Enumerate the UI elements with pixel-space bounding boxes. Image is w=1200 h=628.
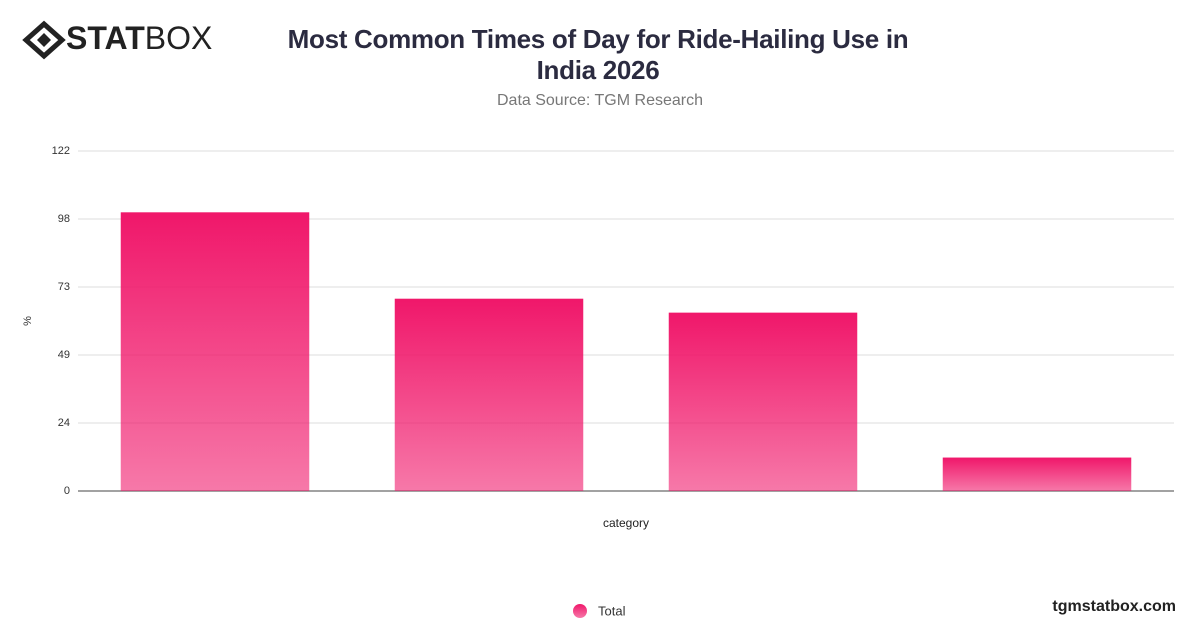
bar <box>394 298 584 491</box>
bar <box>120 212 310 492</box>
logo-icon <box>37 33 51 47</box>
y-tick-label: 49 <box>58 349 70 361</box>
y-axis-label: % <box>22 316 34 326</box>
logo-light: BOX <box>145 20 213 56</box>
chart-title: Most Common Times of Day for Ride-Hailin… <box>287 24 909 85</box>
legend-label: Total <box>598 603 626 618</box>
chart-subtitle: Data Source: TGM Research <box>496 92 703 109</box>
logo: STATBOX <box>22 20 212 60</box>
bar <box>942 457 1132 491</box>
y-tick-label: 0 <box>64 485 70 497</box>
y-tick-label: 98 <box>58 213 70 225</box>
y-tick-label: 122 <box>52 145 70 157</box>
logo-bold: STAT <box>66 20 145 56</box>
x-axis-label: category <box>603 516 649 530</box>
y-tick-label: 73 <box>58 281 70 293</box>
logo-text: STATBOX <box>66 20 212 56</box>
footer: tgmstatbox.com <box>1052 598 1176 615</box>
logo-icon <box>22 20 66 60</box>
legend-swatch <box>573 604 587 618</box>
bar <box>668 312 858 491</box>
y-tick-label: 24 <box>58 417 70 429</box>
